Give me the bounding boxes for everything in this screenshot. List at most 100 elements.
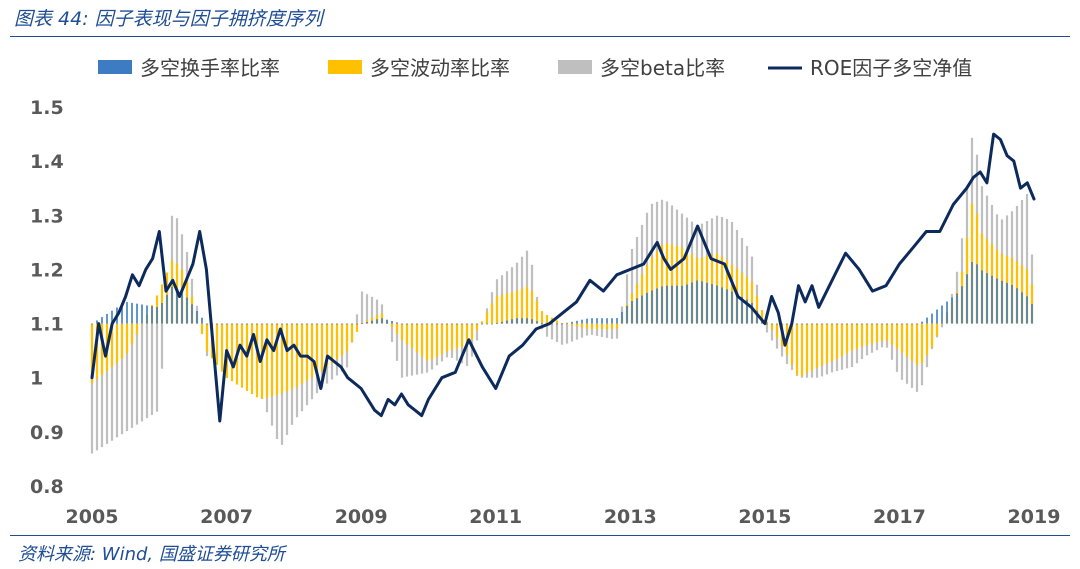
bar-volatility <box>610 323 614 329</box>
bar-turnover <box>311 323 313 325</box>
bar-volatility <box>495 296 499 324</box>
bar-beta <box>940 323 944 328</box>
bar-turnover <box>446 323 448 325</box>
bar-volatility <box>305 323 309 381</box>
bar-volatility <box>485 312 489 324</box>
bar-turnover <box>516 318 518 324</box>
bar-volatility <box>500 294 504 324</box>
bar-volatility <box>570 323 574 326</box>
bar-turnover <box>916 323 918 325</box>
bar-volatility <box>585 323 589 329</box>
bar-turnover <box>986 273 988 324</box>
bar-volatility <box>605 323 609 329</box>
bar-turnover <box>591 318 593 324</box>
bar-volatility <box>465 323 469 346</box>
bar-turnover <box>846 323 848 325</box>
bar-turnover <box>196 311 198 324</box>
bar-turnover <box>581 319 583 324</box>
bar-volatility <box>860 323 864 347</box>
bar-turnover <box>736 294 738 324</box>
bar-volatility <box>260 323 264 399</box>
bar-volatility <box>805 323 809 374</box>
bar-turnover <box>291 323 293 325</box>
bar-turnover <box>716 285 718 324</box>
bar-volatility <box>590 323 594 329</box>
bar-volatility <box>420 323 424 357</box>
bar-turnover <box>996 278 998 324</box>
bar-turnover <box>166 294 168 324</box>
bar-volatility <box>130 323 134 344</box>
bar-turnover <box>726 289 728 324</box>
bar-turnover <box>641 295 643 324</box>
bar-volatility <box>445 323 449 352</box>
bar-turnover <box>966 274 968 324</box>
bar-volatility <box>320 323 324 372</box>
bar-turnover <box>471 323 473 325</box>
bar-turnover <box>551 323 553 325</box>
bar-volatility <box>265 323 269 398</box>
bar-turnover <box>271 323 273 325</box>
bar-turnover <box>731 291 733 324</box>
bar-turnover <box>746 299 748 324</box>
bar-turnover <box>711 284 713 324</box>
bar-beta <box>580 323 584 338</box>
bar-turnover <box>206 323 208 325</box>
bar-volatility <box>935 323 939 336</box>
bar-turnover <box>1026 296 1028 324</box>
bar-turnover <box>836 323 838 325</box>
bar-turnover <box>266 323 268 325</box>
bar-turnover <box>606 318 608 324</box>
bar-volatility <box>230 323 234 382</box>
bar-turnover <box>336 323 338 325</box>
bar-volatility <box>405 323 409 345</box>
bar-volatility <box>600 323 604 329</box>
bar-volatility <box>800 323 804 376</box>
bar-turnover <box>161 303 163 324</box>
bar-turnover <box>801 323 803 325</box>
bar-turnover <box>481 323 483 325</box>
bar-volatility <box>830 323 834 362</box>
bar-volatility <box>120 323 124 359</box>
bar-turnover <box>226 323 228 325</box>
bar-beta <box>125 323 129 431</box>
legend-label-roe: ROE因子多空净值 <box>810 56 972 80</box>
y-tick-label: 1.5 <box>30 97 64 119</box>
bar-turnover <box>141 304 143 324</box>
bar-volatility <box>845 323 849 354</box>
bar-turnover <box>741 296 743 324</box>
bar-beta <box>560 323 564 345</box>
bar-beta <box>600 323 604 337</box>
bar-volatility <box>205 323 209 352</box>
bar-volatility <box>100 323 104 376</box>
legend-swatch-beta <box>558 60 592 74</box>
bar-beta <box>610 323 614 339</box>
bar-turnover <box>511 319 513 324</box>
bar-turnover <box>821 323 823 325</box>
bar-turnover <box>866 323 868 325</box>
bar-beta <box>585 323 589 336</box>
bar-volatility <box>520 288 524 324</box>
bar-turnover <box>101 317 103 324</box>
bar-beta <box>605 323 609 338</box>
bar-turnover <box>856 323 858 325</box>
bar-turnover <box>981 270 983 324</box>
bar-volatility <box>115 323 119 363</box>
bar-beta <box>105 323 109 444</box>
bar-beta <box>375 299 379 324</box>
bar-beta <box>155 323 159 412</box>
bar-turnover <box>631 301 633 324</box>
legend-swatch-volatility <box>328 60 362 74</box>
bar-beta <box>570 323 574 342</box>
bar-turnover <box>861 323 863 325</box>
bar-turnover <box>136 303 138 324</box>
bar-volatility <box>850 323 854 351</box>
bar-volatility <box>890 323 894 345</box>
bar-beta <box>550 323 554 340</box>
bar-beta <box>565 323 569 344</box>
bar-turnover <box>171 286 173 324</box>
bar-turnover <box>811 323 813 325</box>
bar-volatility <box>125 323 129 354</box>
bar-volatility <box>110 323 114 368</box>
bar-turnover <box>696 280 698 324</box>
bar-volatility <box>810 323 814 371</box>
